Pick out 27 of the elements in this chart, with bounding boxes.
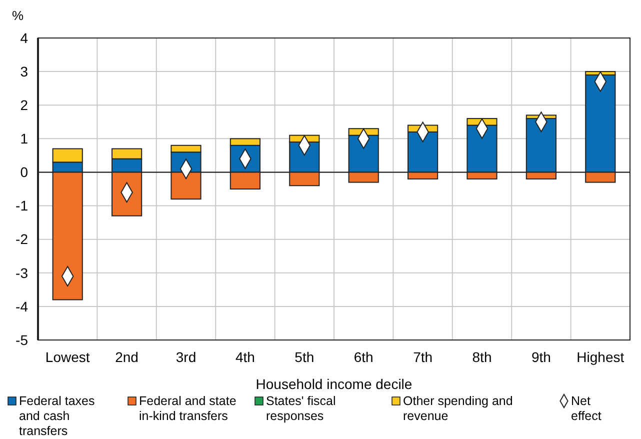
legend-label: Federal taxes and cash transfers <box>19 394 95 438</box>
x-tick-label: 2nd <box>115 349 138 365</box>
y-axis-title: % <box>12 8 24 23</box>
legend-label: States' fiscal responses <box>266 394 336 423</box>
y-tick-label: -4 <box>16 298 28 314</box>
y-tick-label: -1 <box>16 198 28 214</box>
y-tick-label: 1 <box>20 130 28 147</box>
y-tick-label: 3 <box>20 63 28 80</box>
legend-label: Federal and state in-kind transfers <box>139 394 236 423</box>
x-tick-label: 9th <box>531 349 551 365</box>
x-tick-label: 8th <box>472 349 492 365</box>
y-tick-label: -5 <box>16 332 28 348</box>
x-tick-label: 6th <box>354 349 374 365</box>
y-tick-label: -2 <box>16 231 28 248</box>
y-tick-label: 2 <box>20 97 28 114</box>
x-tick-label: 4th <box>235 349 255 365</box>
y-tick-label: 4 <box>20 30 28 46</box>
y-tick-label: 0 <box>20 164 28 180</box>
x-tick-label: Highest <box>576 349 624 365</box>
x-tick-label: 7th <box>413 349 433 365</box>
x-axis-title: Household income decile <box>256 376 412 392</box>
legend-label: Net effect <box>571 394 602 423</box>
x-tick-label: Lowest <box>45 349 90 365</box>
legend-label: Other spending and revenue <box>403 394 513 423</box>
x-tick-label: 3rd <box>176 349 196 365</box>
y-tick-label: -3 <box>16 264 28 281</box>
x-tick-label: 5th <box>294 349 314 365</box>
